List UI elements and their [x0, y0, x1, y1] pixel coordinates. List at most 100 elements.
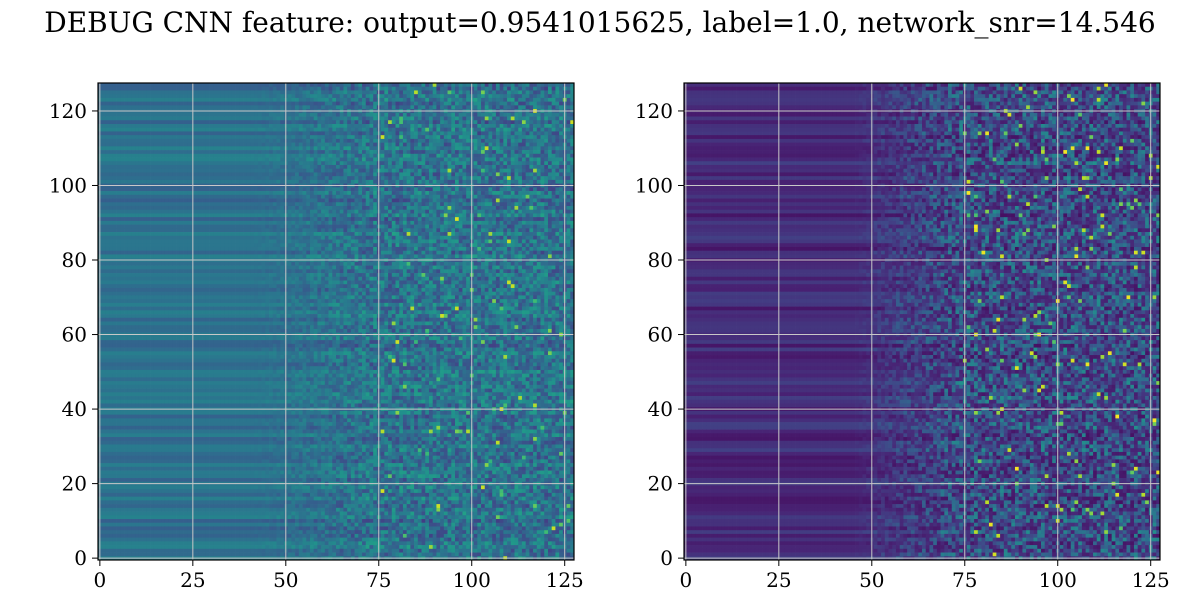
- heatmap-cell: [228, 105, 232, 109]
- heatmap-cell: [392, 143, 396, 147]
- heatmap-cell: [358, 158, 362, 162]
- heatmap-cell: [213, 94, 217, 98]
- heatmap-cell: [176, 150, 180, 154]
- heatmap-cell: [503, 172, 507, 176]
- heatmap-cell: [180, 131, 184, 135]
- heatmap-cell: [340, 158, 344, 162]
- heatmap-cell: [299, 139, 303, 143]
- heatmap-cell: [418, 113, 422, 117]
- heatmap-cell: [120, 120, 124, 124]
- heatmap-cell: [459, 131, 463, 135]
- heatmap-cell: [518, 158, 522, 162]
- heatmap-cell: [347, 128, 351, 132]
- heatmap-cell: [247, 165, 251, 169]
- heatmap-cell: [455, 98, 459, 102]
- heatmap-cell: [180, 169, 184, 173]
- heatmap-cell: [559, 169, 563, 173]
- heatmap-cell: [381, 87, 385, 91]
- heatmap-cell: [451, 135, 455, 139]
- heatmap-cell: [128, 120, 132, 124]
- heatmap-cell: [135, 139, 139, 143]
- heatmap-cell: [537, 98, 541, 102]
- heatmap-cell: [158, 161, 162, 165]
- heatmap-cell: [265, 117, 269, 121]
- heatmap-cell: [366, 161, 370, 165]
- heatmap-cell: [325, 120, 329, 124]
- heatmap-cell: [180, 83, 184, 87]
- heatmap-cell: [474, 161, 478, 165]
- heatmap-cell: [410, 98, 414, 102]
- heatmap-cell: [440, 143, 444, 147]
- heatmap-cell: [224, 90, 228, 94]
- heatmap-cell: [533, 120, 537, 124]
- heatmap-cell: [265, 90, 269, 94]
- heatmap-cell: [202, 146, 206, 150]
- heatmap-cell: [146, 165, 150, 169]
- heatmap-cell: [139, 139, 143, 143]
- heatmap-cell: [410, 146, 414, 150]
- heatmap-cell: [455, 117, 459, 121]
- heatmap-cell: [399, 120, 403, 124]
- heatmap-cell: [146, 158, 150, 162]
- heatmap-cell: [254, 131, 258, 135]
- heatmap-cell: [310, 87, 314, 91]
- heatmap-cell: [500, 135, 504, 139]
- heatmap-cell: [314, 143, 318, 147]
- heatmap-cell: [277, 143, 281, 147]
- heatmap-cell: [131, 105, 135, 109]
- heatmap-cell: [180, 128, 184, 132]
- heatmap-cell: [317, 83, 321, 87]
- heatmap-cell: [172, 158, 176, 162]
- heatmap-cell: [172, 143, 176, 147]
- heatmap-cell: [407, 124, 411, 128]
- heatmap-cell: [496, 161, 500, 165]
- heatmap-cell: [422, 90, 426, 94]
- heatmap-cell: [317, 165, 321, 169]
- heatmap-cell: [172, 154, 176, 158]
- heatmap-cell: [310, 161, 314, 165]
- heatmap-cell: [243, 172, 247, 176]
- heatmap-cell: [154, 87, 158, 91]
- heatmap-cell: [503, 98, 507, 102]
- heatmap-cell: [314, 120, 318, 124]
- heatmap-cell: [366, 105, 370, 109]
- heatmap-cell: [291, 169, 295, 173]
- heatmap-cell: [102, 105, 106, 109]
- heatmap-cell: [526, 165, 530, 169]
- heatmap-cell: [422, 124, 426, 128]
- heatmap-cell: [314, 131, 318, 135]
- heatmap-cell: [369, 131, 373, 135]
- heatmap-cell: [515, 120, 519, 124]
- heatmap-cell: [262, 120, 266, 124]
- heatmap-cell: [462, 113, 466, 117]
- heatmap-cell: [303, 102, 307, 106]
- heatmap-cell: [373, 135, 377, 139]
- heatmap-cell: [306, 150, 310, 154]
- heatmap-cell: [488, 172, 492, 176]
- heatmap-cell: [492, 128, 496, 132]
- heatmap-cell: [250, 139, 254, 143]
- heatmap-cell: [206, 98, 210, 102]
- heatmap-cell: [474, 124, 478, 128]
- heatmap-cell: [288, 117, 292, 121]
- heatmap-cell: [429, 165, 433, 169]
- heatmap-cell: [418, 154, 422, 158]
- heatmap-cell: [154, 83, 158, 87]
- heatmap-cell: [511, 113, 515, 117]
- heatmap-cell: [139, 135, 143, 139]
- heatmap-cell: [481, 169, 485, 173]
- heatmap-cell: [407, 143, 411, 147]
- heatmap-cell: [410, 158, 414, 162]
- heatmap-cell: [418, 128, 422, 132]
- heatmap-cell: [396, 169, 400, 173]
- heatmap-cell: [407, 146, 411, 150]
- heatmap-cell: [425, 98, 429, 102]
- heatmap-cell: [384, 176, 388, 180]
- heatmap-cell: [161, 176, 165, 180]
- heatmap-cell: [239, 150, 243, 154]
- heatmap-cell: [500, 87, 504, 91]
- heatmap-cell: [120, 158, 124, 162]
- heatmap-cell: [143, 176, 147, 180]
- heatmap-cell: [265, 128, 269, 132]
- heatmap-cell: [537, 165, 541, 169]
